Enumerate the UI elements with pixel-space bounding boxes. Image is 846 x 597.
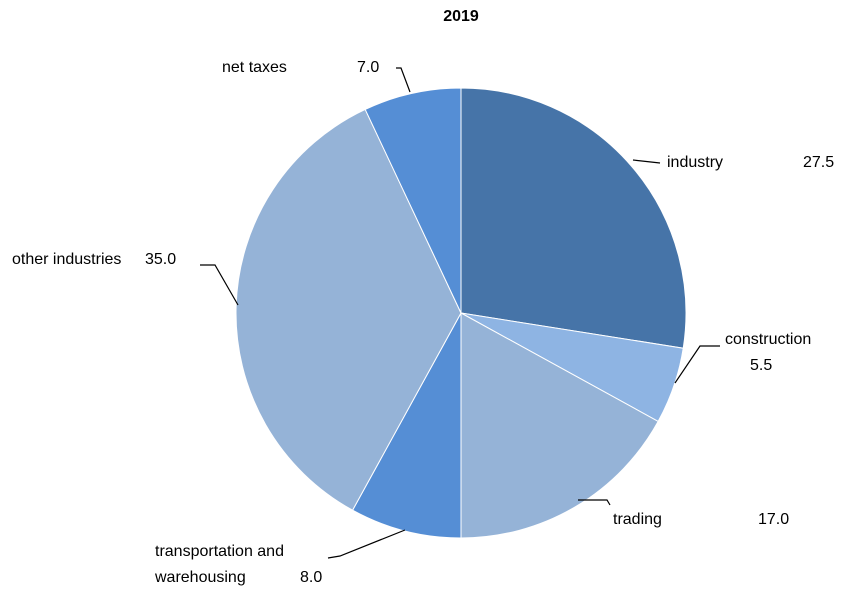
leader-line xyxy=(200,264,239,306)
leader-line xyxy=(578,499,611,506)
leader-line xyxy=(632,159,661,164)
slice-label: construction xyxy=(725,331,812,348)
leader-line xyxy=(674,345,720,384)
slice-value: 7.0 xyxy=(357,59,380,76)
slice-value: 27.5 xyxy=(803,154,835,171)
pie-slice xyxy=(460,312,659,539)
pie-slice xyxy=(235,108,462,511)
leader-line xyxy=(327,529,406,559)
slice-value: 17.0 xyxy=(758,511,790,528)
leader-line xyxy=(396,67,411,93)
chart-title: 2019 xyxy=(443,8,479,25)
slice-value: 35.0 xyxy=(145,251,177,268)
slice-label: net taxes xyxy=(222,59,287,76)
slice-label: trading xyxy=(613,511,662,528)
slice-value: 5.5 xyxy=(750,357,773,374)
pie-slice xyxy=(351,312,462,539)
slice-label: other industries xyxy=(12,251,122,268)
pie-slice xyxy=(460,87,687,349)
pie-slice xyxy=(364,87,462,314)
slice-value: 8.0 xyxy=(300,569,323,586)
slice-label: industry xyxy=(667,154,724,171)
slice-label: transportation and warehousing xyxy=(155,543,284,586)
